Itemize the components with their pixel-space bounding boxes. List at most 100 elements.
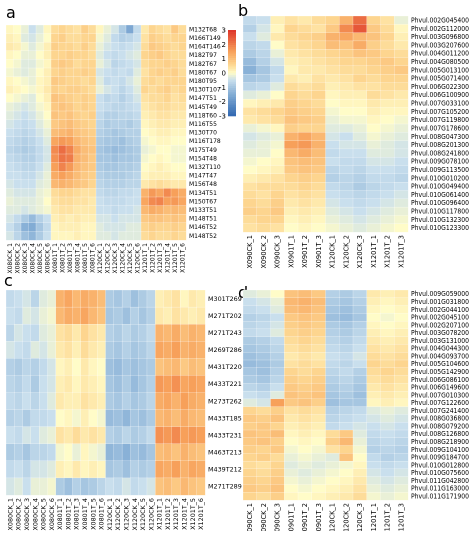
heatmap-cell xyxy=(311,492,326,501)
heatmap-cell xyxy=(339,65,354,75)
heatmap-cell xyxy=(366,148,381,158)
heatmap-cell xyxy=(35,24,44,35)
heatmap-cell xyxy=(284,123,299,133)
heatmap-cell xyxy=(256,223,271,233)
heatmap-cell xyxy=(339,289,354,299)
heatmap-cell xyxy=(65,128,74,138)
heatmap-cell xyxy=(394,359,409,369)
heatmap-cell xyxy=(73,222,82,232)
heatmap-cell xyxy=(105,392,115,411)
legend-swatch xyxy=(228,66,236,69)
heatmap-cell xyxy=(270,82,285,92)
row-label: M271T202 xyxy=(208,312,242,320)
heatmap-cell xyxy=(180,477,189,496)
heatmap-cell xyxy=(256,297,271,306)
heatmap-cell xyxy=(284,406,299,415)
heatmap-cell xyxy=(352,390,368,400)
heatmap-cell xyxy=(95,50,104,60)
heatmap-cell xyxy=(270,90,285,100)
heatmap-cell xyxy=(163,324,173,342)
heatmap-cell xyxy=(58,214,67,224)
legend-swatch xyxy=(228,45,236,48)
heatmap-cell xyxy=(47,306,57,325)
heatmap-cell xyxy=(366,49,381,58)
heatmap-cell xyxy=(284,390,299,400)
heatmap-cell xyxy=(242,406,258,415)
heatmap-cell xyxy=(352,476,368,485)
heatmap-cell xyxy=(256,165,271,175)
heatmap-cell xyxy=(163,110,172,121)
heatmap-cell xyxy=(311,437,326,446)
row-label: Phvul.010G061400 xyxy=(411,191,469,199)
heatmap-cell xyxy=(380,406,395,415)
legend-swatch xyxy=(228,68,236,72)
column-label: X120CK_6 xyxy=(134,243,141,274)
column-label: X1201T_2 xyxy=(164,498,172,530)
heatmap-cell xyxy=(366,74,381,83)
heatmap-cell xyxy=(5,153,14,164)
heatmap-cell xyxy=(133,153,142,164)
heatmap-cell xyxy=(35,188,44,198)
heatmap-cell xyxy=(72,358,82,376)
heatmap-cell xyxy=(297,40,313,50)
heatmap-cell xyxy=(5,205,14,215)
heatmap-cell xyxy=(284,313,299,322)
heatmap-cell xyxy=(394,422,409,431)
heatmap-cell xyxy=(325,165,340,175)
heatmap-cell xyxy=(242,359,258,369)
heatmap-cell xyxy=(163,306,173,325)
heatmap-cell xyxy=(256,40,271,50)
heatmap-cell xyxy=(95,24,104,35)
heatmap-cell xyxy=(20,188,29,198)
heatmap-cell xyxy=(256,352,271,361)
heatmap-cell xyxy=(39,443,48,462)
heatmap-cell xyxy=(270,492,285,501)
heatmap-cell xyxy=(30,341,40,359)
heatmap-cell xyxy=(103,50,112,60)
heatmap-cell xyxy=(14,443,24,462)
heatmap-cell xyxy=(103,222,112,232)
heatmap-cell xyxy=(121,358,131,376)
column-label: X1201T_2 xyxy=(149,243,156,273)
heatmap-cell xyxy=(118,67,127,78)
heatmap-cell xyxy=(155,136,164,146)
heatmap-cell xyxy=(284,437,299,446)
heatmap-cell xyxy=(394,132,409,142)
heatmap-cell xyxy=(284,422,299,431)
heatmap-cell xyxy=(58,171,67,181)
legend-tick: -3 xyxy=(219,113,226,121)
heatmap-cell xyxy=(366,140,381,150)
heatmap-cell xyxy=(103,93,112,103)
heatmap-cell xyxy=(65,196,74,207)
heatmap-cell xyxy=(133,50,142,60)
heatmap-cell xyxy=(366,406,381,415)
heatmap-cell xyxy=(138,392,148,411)
heatmap-cell xyxy=(297,132,313,142)
heatmap-cell xyxy=(163,136,172,146)
row-label: M134T51 xyxy=(189,190,217,197)
column-label: X0901T_2 xyxy=(301,235,309,268)
heatmap-cell xyxy=(43,196,52,207)
heatmap-cell xyxy=(110,222,119,232)
heatmap-cell xyxy=(73,136,82,146)
heatmap-cell xyxy=(270,173,285,183)
row-label: Phvul.010G096400 xyxy=(411,199,469,207)
heatmap-cell xyxy=(270,359,285,369)
heatmap-cell xyxy=(28,119,37,129)
row-label: Phvul.008G047300 xyxy=(411,133,469,141)
heatmap-cell xyxy=(35,128,44,138)
heatmap-cell xyxy=(178,205,187,215)
heatmap-cell xyxy=(188,443,198,462)
heatmap-cell xyxy=(339,390,354,400)
heatmap-cell xyxy=(97,358,106,376)
heatmap-cell xyxy=(105,443,115,462)
heatmap-cell xyxy=(352,190,368,200)
heatmap-cell xyxy=(125,50,134,60)
heatmap-c: M301T269M271T202M271T243M269T286M431T220… xyxy=(5,289,242,531)
heatmap-cell xyxy=(170,205,179,215)
row-label: Phvul.004G044300 xyxy=(411,345,469,353)
row-label: Phvul.008G036800 xyxy=(411,415,469,423)
row-label: M463T213 xyxy=(208,449,242,457)
heatmap-cell xyxy=(178,93,187,103)
heatmap-cell xyxy=(297,336,313,345)
